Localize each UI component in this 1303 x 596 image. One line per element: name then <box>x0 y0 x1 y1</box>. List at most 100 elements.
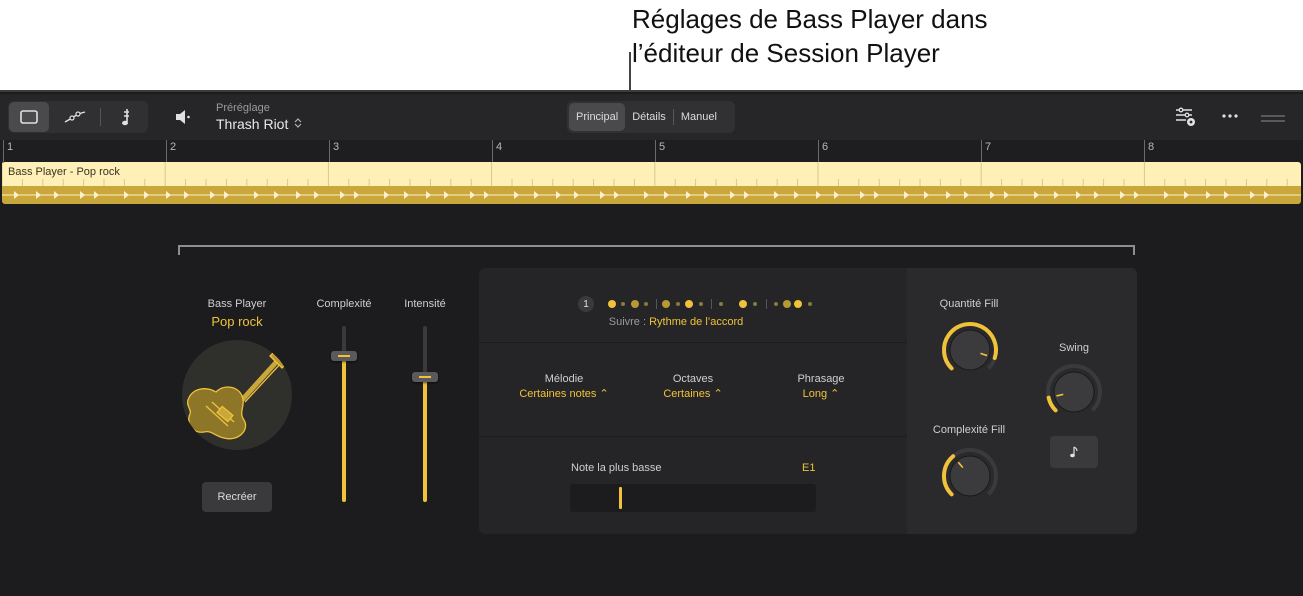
melody-selector[interactable]: Certaines notes ⌃ <box>504 387 624 400</box>
region-note-mark <box>946 191 951 199</box>
fill-complexity-knob[interactable] <box>940 446 1000 511</box>
knob-value-arc <box>942 454 956 497</box>
callout-text: Réglages de Bass Player dans l’éditeur d… <box>632 2 988 70</box>
region-note-mark <box>686 191 691 199</box>
swing-label: Swing <box>1059 342 1089 354</box>
region-note-mark <box>1034 191 1039 199</box>
knob-indicator <box>980 352 988 357</box>
automation-curve-icon <box>64 111 86 123</box>
region-note-mark <box>744 191 749 199</box>
resize-handle[interactable] <box>1260 111 1286 129</box>
window-view-button[interactable] <box>9 102 49 132</box>
region-note-mark <box>224 191 229 199</box>
region-note-mark <box>600 191 605 199</box>
region-note-mark <box>1054 191 1059 199</box>
player-style[interactable]: Pop rock <box>211 314 263 329</box>
player-title: Bass Player <box>207 298 267 310</box>
swing-knob[interactable] <box>1044 362 1104 427</box>
region-note-mark <box>860 191 865 199</box>
pattern-dot <box>719 302 723 306</box>
region-note-mark <box>340 191 345 199</box>
pattern-dot <box>662 300 670 308</box>
pattern-dot <box>753 302 757 306</box>
region-note-mark <box>36 191 41 199</box>
region-note-mark <box>1206 191 1211 199</box>
updown-chevron-icon: ⌃ <box>830 388 840 400</box>
pattern-separator <box>766 299 767 309</box>
toolbar: Préréglage Thrash Riot Principal Détails… <box>0 94 1303 140</box>
pattern-dot <box>644 302 648 306</box>
window-icon <box>20 110 38 124</box>
swing-dial <box>1046 364 1102 413</box>
resize-handle-icon <box>1261 115 1285 122</box>
knob-indicator <box>1056 393 1064 397</box>
automation-view-button[interactable] <box>55 102 95 132</box>
region-note-mark <box>1120 191 1125 199</box>
pattern-dot <box>621 302 625 306</box>
region-note-mark <box>794 191 799 199</box>
fill-complexity-label: Complexité Fill <box>932 424 1006 436</box>
ruler-bar-5: 5 <box>655 140 665 162</box>
timeline-ruler[interactable]: 1 2 3 4 5 6 7 8 <box>0 140 1303 162</box>
speaker-button[interactable] <box>174 108 192 131</box>
region-note-mark <box>54 191 59 199</box>
more-button[interactable] <box>1221 108 1241 129</box>
octaves-label: Octaves <box>672 373 714 385</box>
knob-body <box>949 329 991 371</box>
region-note-mark <box>14 191 19 199</box>
knob-body <box>949 455 991 497</box>
phrasing-value: Long <box>802 388 828 400</box>
fill-complexity-dial <box>942 448 998 497</box>
region-note-mark <box>904 191 909 199</box>
ruler-bar-2: 2 <box>166 140 176 162</box>
settings-bracket <box>178 245 1135 255</box>
region-note-mark <box>1250 191 1255 199</box>
mixer-settings-button[interactable] <box>1174 106 1198 133</box>
pattern-dot <box>608 300 616 308</box>
eighth-note-icon <box>1070 446 1078 458</box>
region-note-mark <box>404 191 409 199</box>
lowest-note-thumb[interactable] <box>619 487 623 509</box>
region-note-mark <box>274 191 279 199</box>
lowest-note-slider[interactable] <box>570 484 816 512</box>
intensity-label: Intensité <box>404 298 446 310</box>
fill-amount-label: Quantité Fill <box>939 298 999 310</box>
region-note-mark <box>614 191 619 199</box>
knob-value-arc <box>1046 395 1058 413</box>
ruler-bar-8: 8 <box>1144 140 1154 162</box>
preset-selector[interactable]: Thrash Riot <box>216 116 302 132</box>
editor-tabs: Principal Détails Manuel <box>567 101 735 133</box>
fill-amount-knob[interactable] <box>940 320 1000 385</box>
region-note-mark <box>730 191 735 199</box>
player-avatar[interactable] <box>182 340 292 450</box>
updown-chevron-icon: ⌃ <box>713 388 723 400</box>
mixer-settings-icon <box>1176 107 1195 126</box>
pattern-number[interactable]: 1 <box>578 296 594 312</box>
tab-manuel[interactable]: Manuel <box>680 111 717 123</box>
fill-amount-dial <box>942 322 998 371</box>
phrasing-selector[interactable]: Long ⌃ <box>761 387 881 400</box>
complexity-thumb[interactable] <box>331 350 357 361</box>
score-view-button[interactable] <box>106 102 146 132</box>
bass-region[interactable]: Bass Player - Pop rock <box>2 162 1301 206</box>
view-mode-group <box>8 101 148 133</box>
region-note-mark <box>556 191 561 199</box>
tab-principal[interactable]: Principal <box>569 103 626 131</box>
swing-note-button[interactable] <box>1050 436 1098 468</box>
region-note-mark <box>124 191 129 199</box>
pattern-separator <box>656 299 657 309</box>
bass-guitar-icon <box>186 351 287 440</box>
pattern-dot <box>794 300 802 308</box>
region-note-mark <box>874 191 879 199</box>
intensity-thumb[interactable] <box>412 372 438 383</box>
region-note-mark <box>514 191 519 199</box>
follow-setting[interactable]: Suivre : Rythme de l’accord <box>560 316 792 328</box>
region-note-mark <box>1264 191 1269 199</box>
region-notes-lane <box>2 186 1301 204</box>
phrasing-label: Phrasage <box>797 373 845 385</box>
octaves-selector[interactable]: Certaines ⌃ <box>633 387 753 400</box>
panel-divider <box>479 436 907 437</box>
recreate-button[interactable]: Recréer <box>202 482 272 512</box>
tab-details[interactable]: Détails <box>632 111 666 123</box>
more-icon <box>1222 114 1238 118</box>
